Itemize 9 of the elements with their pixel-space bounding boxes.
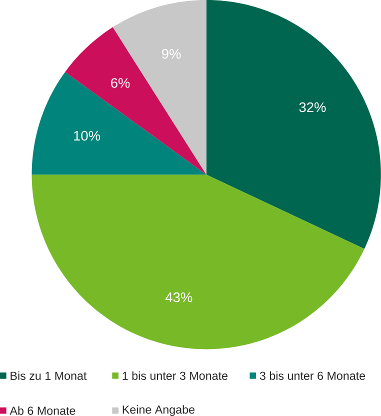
data-label: 43% [166, 292, 192, 302]
legend-label: 1 bis unter 3 Monate [122, 371, 228, 380]
data-label: 32% [299, 102, 326, 112]
legend-label: 3 bis unter 6 Monate [260, 371, 366, 380]
legend-label: Ab 6 Monate [10, 406, 76, 415]
legend-label: Bis zu 1 Monat [10, 371, 87, 380]
legend-label: Keine Angabe [122, 405, 195, 416]
data-label: 10% [74, 130, 100, 141]
data-label: 6% [111, 78, 130, 88]
